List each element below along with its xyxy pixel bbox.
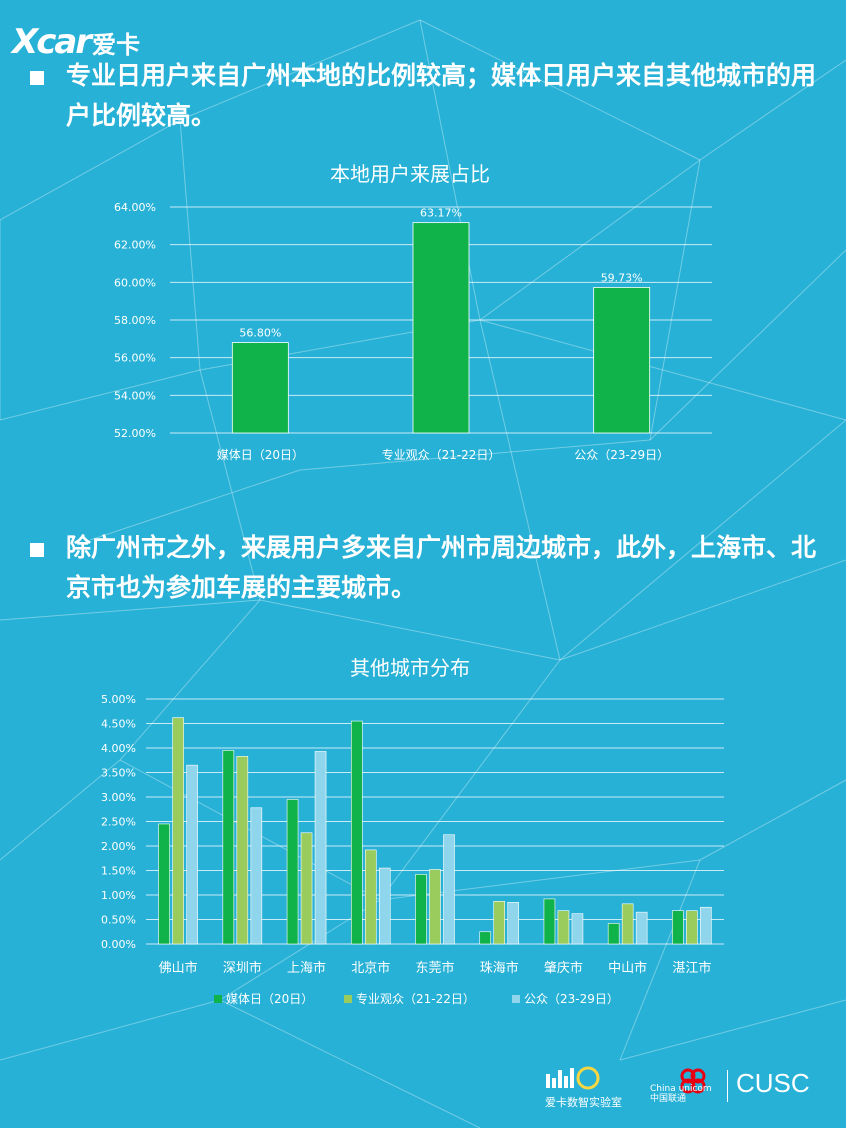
bar bbox=[543, 898, 556, 945]
lab-logo-icon bbox=[546, 1066, 600, 1090]
bar bbox=[607, 923, 620, 945]
bar bbox=[635, 911, 648, 945]
y-tick-label: 56.00% bbox=[114, 352, 156, 365]
bar bbox=[300, 832, 313, 945]
x-tick-label: 湛江市 bbox=[672, 960, 711, 976]
bar bbox=[364, 849, 377, 945]
bar bbox=[172, 717, 184, 945]
x-tick-label: 中山市 bbox=[608, 960, 647, 976]
legend-label: 媒体日（20日） bbox=[226, 992, 313, 1006]
y-tick-label: 52.00% bbox=[114, 427, 156, 440]
bar bbox=[493, 901, 506, 945]
lab-name: 爱卡数智实验室 bbox=[545, 1096, 622, 1109]
y-tick-label: 2.00% bbox=[101, 840, 136, 853]
legend-swatch bbox=[512, 995, 520, 1003]
bar bbox=[412, 222, 470, 434]
footer-divider bbox=[727, 1070, 728, 1102]
bar bbox=[286, 799, 299, 945]
bar bbox=[250, 807, 263, 945]
bar bbox=[621, 903, 634, 945]
y-tick-label: 2.50% bbox=[101, 816, 136, 829]
bar bbox=[557, 910, 570, 945]
bullet-2: 除广州市之外，来展用户多来自广州市周边城市，此外，上海市、北京市也为参加车展的主… bbox=[28, 528, 828, 608]
bar bbox=[429, 869, 441, 945]
x-tick-label: 佛山市 bbox=[159, 960, 198, 976]
y-tick-label: 3.00% bbox=[101, 791, 136, 804]
bar bbox=[231, 342, 289, 434]
bullet-square-icon bbox=[30, 543, 44, 557]
y-tick-label: 58.00% bbox=[114, 314, 156, 327]
bullet-1: 专业日用户来自广州本地的比例较高；媒体日用户来自其他城市的用户比例较高。 bbox=[28, 56, 828, 136]
bar bbox=[700, 906, 712, 945]
y-tick-label: 1.00% bbox=[101, 889, 136, 902]
xcar-logo: Xcar 爱卡 bbox=[12, 22, 140, 62]
logo-cn-text: 爱卡 bbox=[92, 30, 141, 59]
y-tick-label: 0.50% bbox=[101, 914, 136, 927]
x-tick-label: 珠海市 bbox=[480, 960, 519, 976]
bar bbox=[443, 834, 455, 945]
y-tick-label: 60.00% bbox=[114, 276, 156, 289]
data-label: 63.17% bbox=[420, 207, 462, 220]
bullet-1-text: 专业日用户来自广州本地的比例较高；媒体日用户来自其他城市的用户比例较高。 bbox=[66, 61, 817, 130]
bar bbox=[686, 910, 698, 945]
logo-text: Xcar bbox=[12, 22, 92, 62]
y-tick-label: 62.00% bbox=[114, 239, 156, 252]
x-tick-label: 专业观众（21-22日） bbox=[382, 447, 501, 462]
bar bbox=[222, 750, 235, 945]
legend-label: 专业观众（21-22日） bbox=[356, 991, 475, 1006]
bar bbox=[672, 910, 684, 945]
china-unicom-en: China unicom bbox=[650, 1084, 712, 1094]
china-unicom-logo-icon bbox=[680, 1068, 706, 1094]
chart-1-title: 本地用户来展占比 bbox=[330, 162, 490, 186]
data-label: 56.80% bbox=[239, 327, 281, 340]
bar bbox=[186, 764, 198, 945]
y-tick-label: 5.00% bbox=[101, 693, 136, 706]
x-tick-label: 肇庆市 bbox=[544, 960, 583, 976]
bar bbox=[507, 902, 520, 945]
x-tick-label: 北京市 bbox=[351, 960, 390, 976]
x-tick-label: 公众（23-29日） bbox=[574, 448, 669, 462]
bar bbox=[350, 720, 363, 945]
legend-label: 公众（23-29日） bbox=[524, 992, 619, 1006]
x-tick-label: 媒体日（20日） bbox=[217, 448, 304, 462]
y-tick-label: 3.50% bbox=[101, 767, 136, 780]
bullet-square-icon bbox=[30, 71, 44, 85]
y-tick-label: 0.00% bbox=[101, 938, 136, 951]
x-tick-label: 上海市 bbox=[287, 960, 326, 976]
x-tick-label: 深圳市 bbox=[223, 960, 262, 976]
y-tick-label: 1.50% bbox=[101, 865, 136, 878]
y-tick-label: 4.00% bbox=[101, 742, 136, 755]
bar bbox=[593, 287, 651, 434]
y-tick-label: 64.00% bbox=[114, 201, 156, 214]
legend-swatch bbox=[344, 995, 352, 1003]
chart-2-title: 其他城市分布 bbox=[350, 656, 470, 680]
bar bbox=[415, 874, 427, 945]
china-unicom-text: China unicom 中国联通 bbox=[650, 1084, 712, 1104]
y-tick-label: 54.00% bbox=[114, 389, 156, 402]
bar bbox=[378, 867, 391, 945]
bar bbox=[314, 751, 327, 945]
cusc-logo-text: CUSC bbox=[736, 1068, 810, 1098]
x-tick-label: 东莞市 bbox=[415, 960, 454, 976]
bullet-2-text: 除广州市之外，来展用户多来自广州市周边城市，此外，上海市、北京市也为参加车展的主… bbox=[66, 533, 817, 602]
bar bbox=[158, 823, 170, 945]
bar bbox=[236, 756, 249, 945]
y-tick-label: 4.50% bbox=[101, 718, 136, 731]
data-label: 59.73% bbox=[601, 271, 643, 284]
bar bbox=[571, 913, 584, 945]
china-unicom-cn: 中国联通 bbox=[650, 1094, 687, 1104]
bar bbox=[479, 931, 492, 945]
legend-swatch bbox=[214, 995, 222, 1003]
